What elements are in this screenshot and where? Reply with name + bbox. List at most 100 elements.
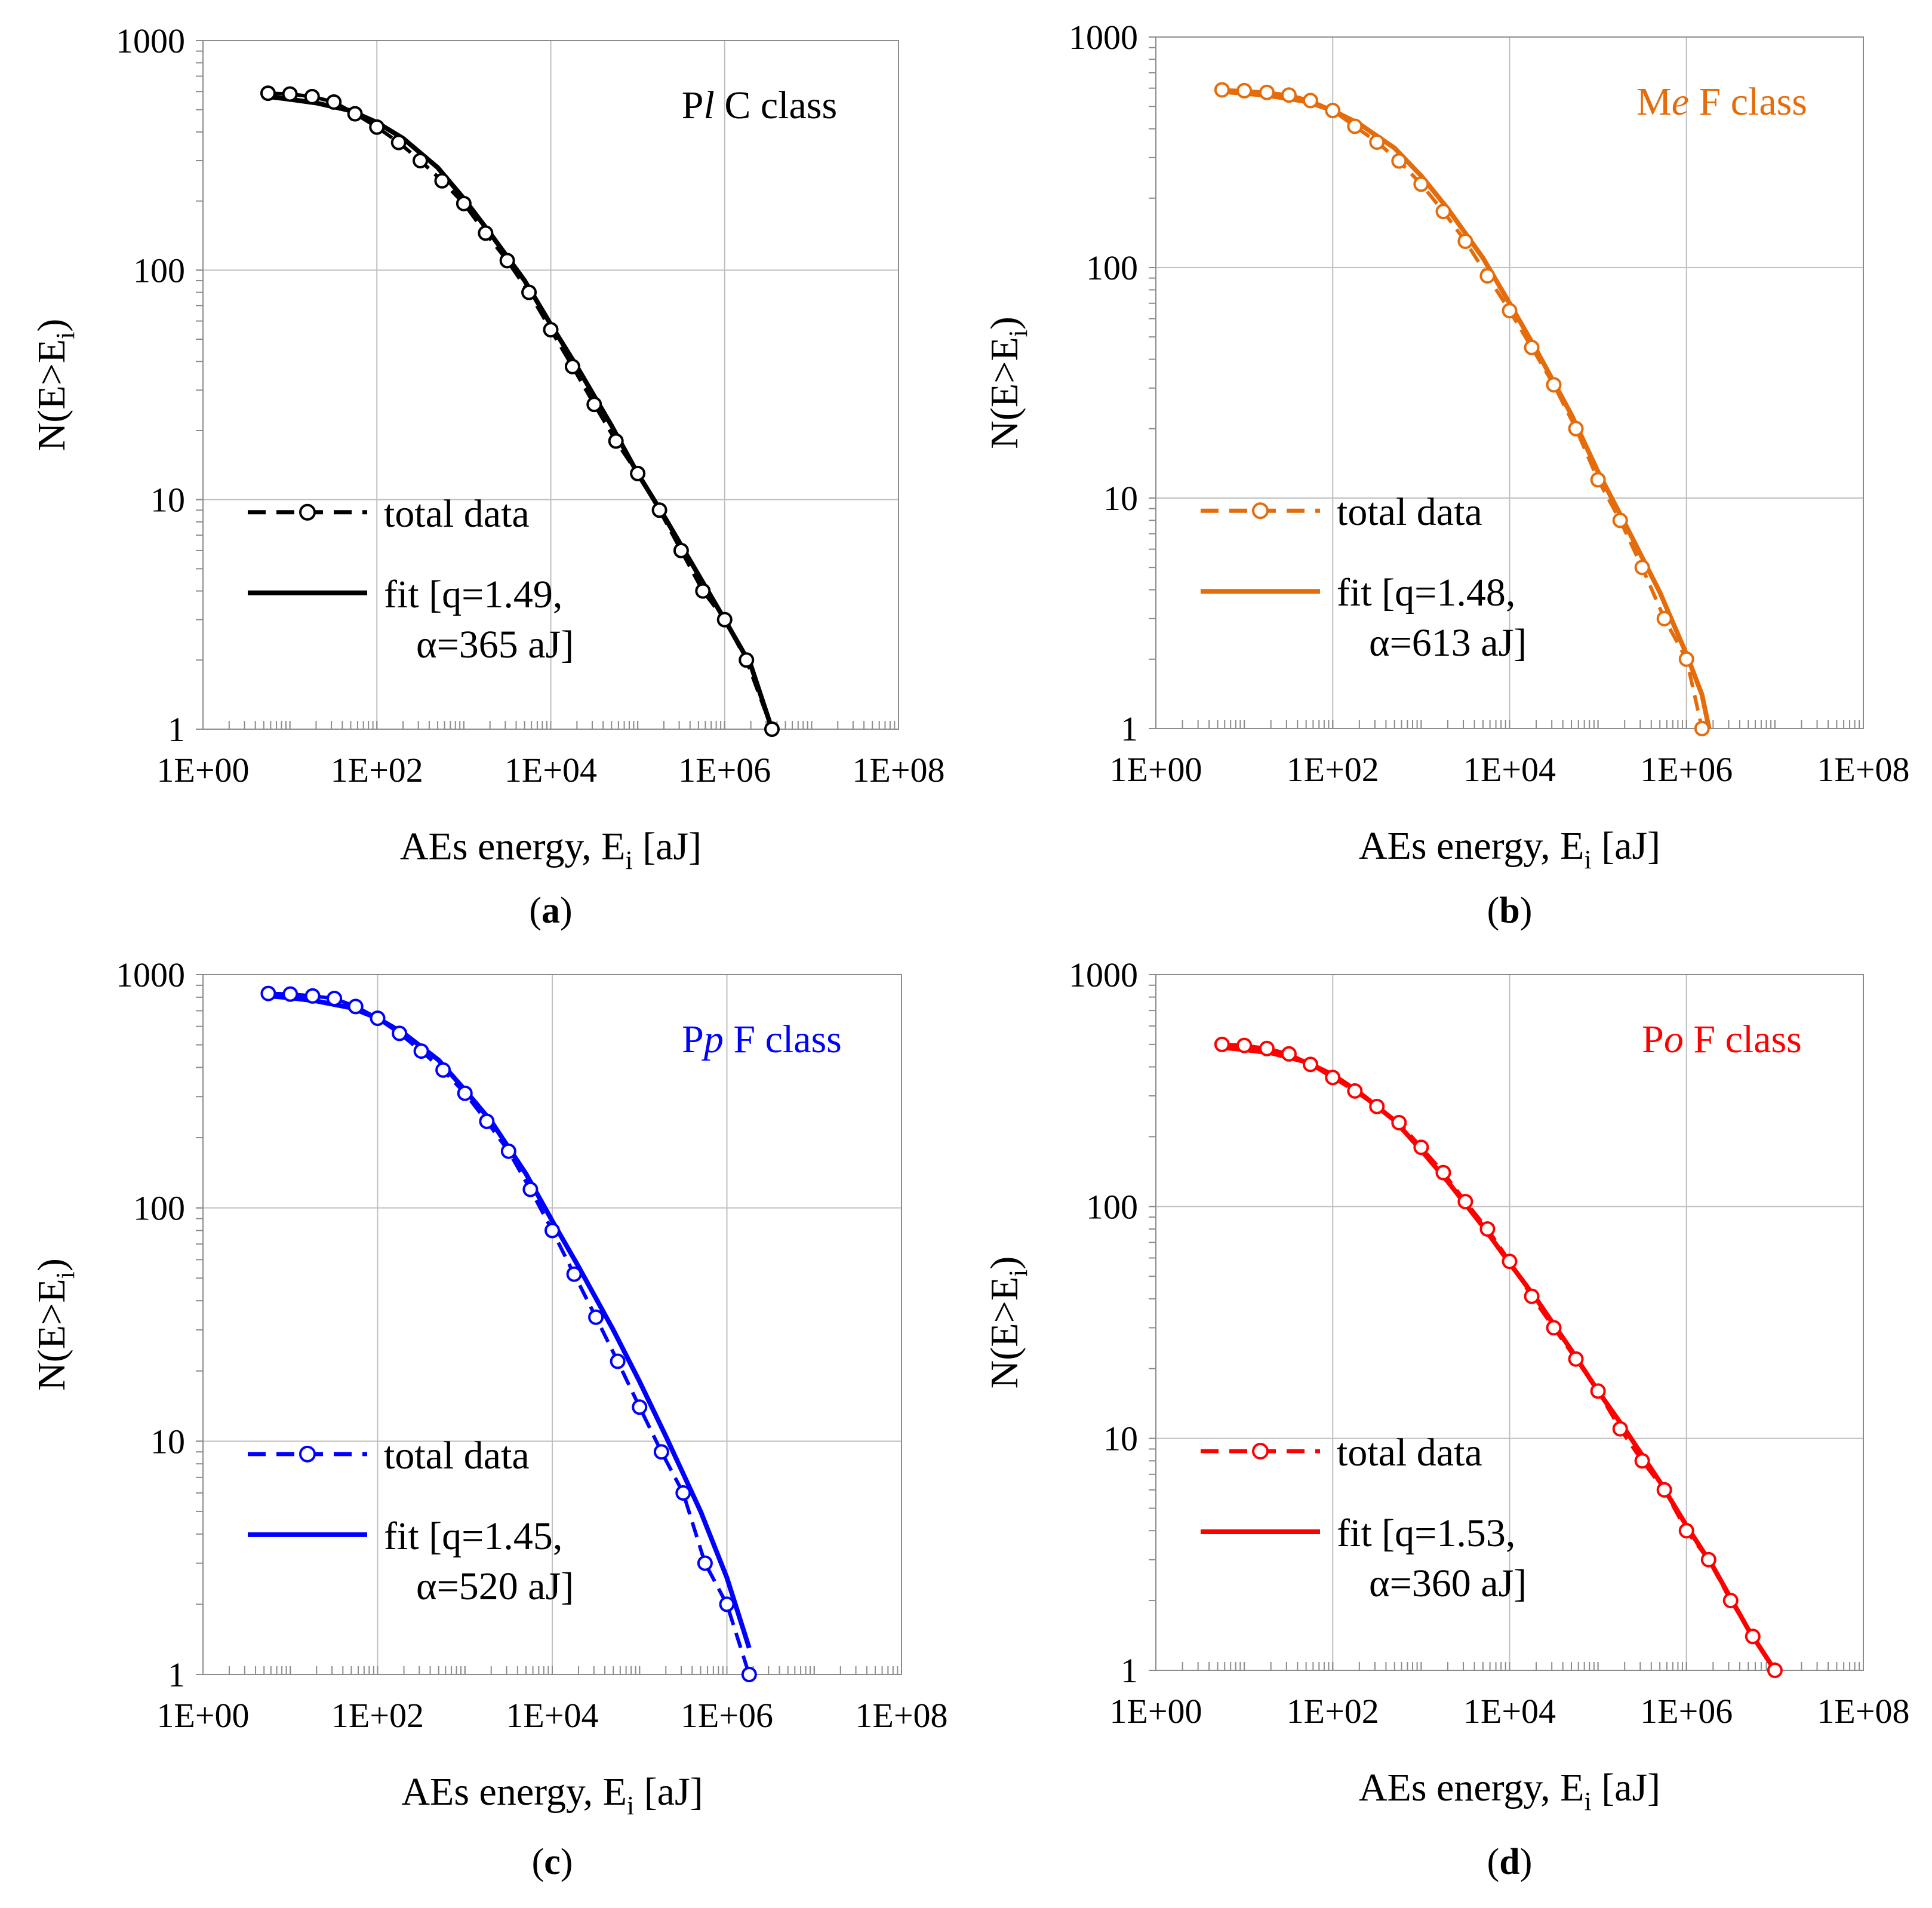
data-point bbox=[499, 253, 515, 269]
class-label: Pp F class bbox=[682, 1018, 842, 1061]
x-minor-ticks bbox=[202, 721, 899, 729]
data-point bbox=[543, 322, 559, 338]
data-point bbox=[1214, 82, 1230, 98]
data-point bbox=[260, 985, 276, 1001]
total-data-points bbox=[1214, 1036, 1783, 1678]
data-point bbox=[1281, 1046, 1297, 1062]
y-tick-label: 1000 bbox=[1069, 955, 1138, 994]
legend-fit-params: α=365 aJ] bbox=[416, 623, 574, 666]
y-tick-label: 100 bbox=[133, 251, 185, 290]
data-point bbox=[1435, 1165, 1451, 1181]
data-point bbox=[1502, 1253, 1518, 1270]
legend-fit-params: α=520 aJ] bbox=[416, 1565, 574, 1608]
class-label: Pl C class bbox=[682, 84, 837, 127]
data-point bbox=[675, 1485, 691, 1501]
legend: total data fit [q=1.53, α=360 aJ] bbox=[1201, 1431, 1527, 1605]
data-point bbox=[586, 397, 602, 413]
data-point bbox=[1568, 420, 1584, 437]
x-tick-label: 1E+08 bbox=[855, 1696, 947, 1735]
data-point bbox=[1259, 84, 1275, 100]
panel-label: (b) bbox=[1487, 890, 1533, 931]
data-point bbox=[1634, 560, 1650, 576]
y-tick-label: 1000 bbox=[116, 955, 185, 994]
data-point bbox=[479, 1113, 495, 1129]
data-point bbox=[651, 502, 667, 518]
data-point bbox=[456, 195, 472, 211]
data-point bbox=[673, 542, 689, 558]
data-point bbox=[413, 1043, 429, 1059]
data-point bbox=[630, 465, 646, 481]
chart-panel-a: 1E+00 1E+02 1E+04 1E+06 1E+08 1 10 100 1000 AEs e… bbox=[30, 21, 945, 931]
data-point bbox=[719, 1596, 735, 1612]
x-tick-label: 1E+06 bbox=[678, 751, 771, 789]
x-tick-label: 1E+04 bbox=[504, 751, 597, 789]
data-point bbox=[1479, 1221, 1496, 1237]
data-point bbox=[1634, 1453, 1650, 1469]
data-point bbox=[608, 433, 624, 449]
data-point bbox=[1281, 87, 1297, 103]
x-tick-label: 1E+02 bbox=[1287, 1692, 1379, 1731]
y-tick-label: 100 bbox=[133, 1189, 185, 1228]
legend: total data fit [q=1.49, α=365 aJ] bbox=[248, 492, 574, 666]
data-point bbox=[1656, 1482, 1672, 1498]
y-minor-ticks bbox=[1149, 974, 1156, 1671]
data-point bbox=[1369, 1098, 1385, 1114]
data-point bbox=[347, 998, 364, 1015]
chart-panel-b: 1E+00 1E+02 1E+04 1E+06 1E+08 1 10 100 1000 AEs e… bbox=[983, 18, 1910, 931]
y-tick-label: 10 bbox=[1103, 1420, 1138, 1458]
x-tick-label: 1E+02 bbox=[331, 1696, 424, 1735]
panel-label: (c) bbox=[532, 1842, 573, 1882]
y-tick-label: 1 bbox=[168, 1655, 185, 1694]
legend-fit-label: fit [q=1.53, bbox=[1337, 1511, 1515, 1555]
y-tick-label: 1 bbox=[1121, 1651, 1138, 1690]
data-point bbox=[610, 1353, 626, 1369]
x-minor-ticks bbox=[1155, 1662, 1864, 1670]
data-point bbox=[282, 86, 298, 102]
data-point bbox=[347, 106, 363, 122]
data-point bbox=[697, 1555, 713, 1571]
panel-label: (a) bbox=[529, 890, 572, 931]
data-point bbox=[413, 152, 429, 168]
data-point bbox=[1347, 118, 1363, 134]
data-point bbox=[1302, 1056, 1318, 1073]
data-point bbox=[1745, 1629, 1761, 1645]
y-tick-label: 1000 bbox=[1069, 18, 1138, 57]
data-point bbox=[1546, 1320, 1562, 1336]
y-minor-ticks bbox=[1149, 36, 1156, 729]
y-axis-title: N(E>Ei) bbox=[30, 1258, 80, 1391]
legend-fit-params: α=360 aJ] bbox=[1369, 1562, 1527, 1605]
data-point bbox=[1369, 134, 1385, 150]
data-point bbox=[282, 986, 299, 1002]
data-point bbox=[1700, 1551, 1716, 1568]
x-tick-label: 1E+04 bbox=[1463, 750, 1556, 789]
x-tick-label: 1E+02 bbox=[331, 751, 423, 789]
data-point bbox=[632, 1399, 648, 1415]
chart-panel-c: 1E+00 1E+02 1E+04 1E+06 1E+08 1 10 100 1000 AEs e… bbox=[30, 955, 948, 1882]
data-point bbox=[260, 85, 276, 102]
data-point bbox=[457, 1085, 473, 1101]
data-point bbox=[392, 1025, 408, 1041]
y-tick-label: 10 bbox=[150, 1422, 185, 1461]
data-point bbox=[521, 284, 537, 300]
data-point bbox=[1502, 303, 1518, 319]
x-tick-label: 1E+00 bbox=[1109, 1692, 1202, 1731]
data-point bbox=[695, 583, 711, 599]
data-point bbox=[1694, 721, 1710, 736]
data-point bbox=[1457, 1194, 1473, 1210]
y-minor-ticks bbox=[196, 40, 203, 730]
y-tick-label: 1000 bbox=[116, 21, 185, 60]
x-axis-title: AEs energy, Ei [aJ] bbox=[1359, 824, 1660, 874]
data-point bbox=[1259, 1040, 1275, 1056]
y-tick-label: 100 bbox=[1086, 248, 1138, 287]
data-point bbox=[1302, 93, 1318, 109]
y-tick-label: 10 bbox=[1103, 479, 1138, 518]
data-point bbox=[1656, 610, 1672, 626]
data-point bbox=[1767, 1663, 1783, 1678]
data-point bbox=[1236, 82, 1253, 99]
class-label: Po F class bbox=[1642, 1018, 1802, 1061]
data-point bbox=[500, 1143, 516, 1159]
x-axis-title: AEs energy, Ei [aJ] bbox=[400, 825, 702, 875]
data-point bbox=[1678, 1523, 1694, 1539]
y-axis-title: N(E>Ei) bbox=[30, 319, 80, 451]
